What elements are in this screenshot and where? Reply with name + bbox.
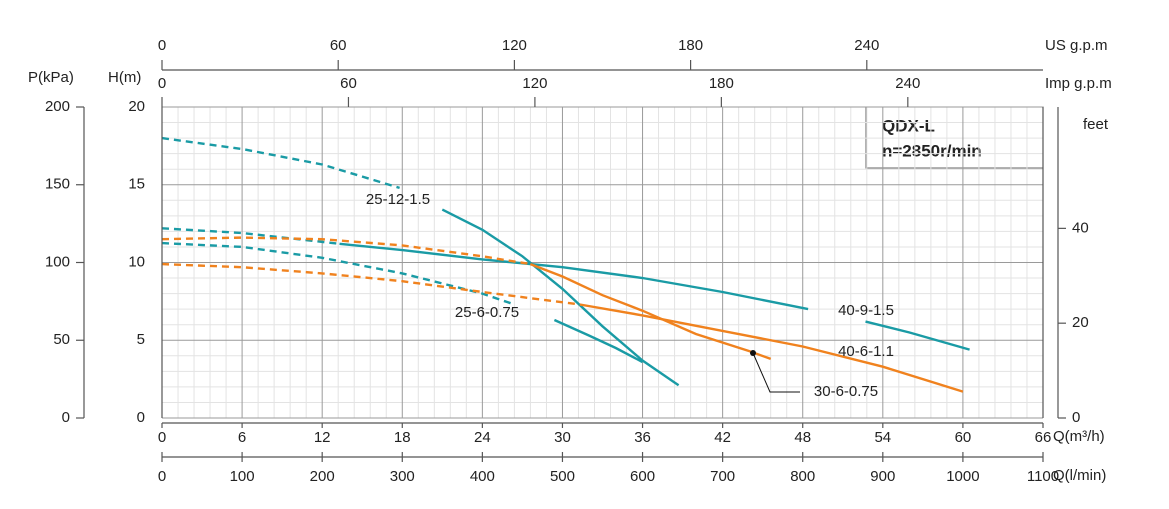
x-tick-label: 42 [714, 429, 731, 446]
feet-tick-label: 20 [1072, 314, 1089, 331]
imp-tick-label: 180 [709, 75, 734, 92]
x-tick-label: 12 [314, 429, 331, 446]
lmin-tick-label: 100 [230, 468, 255, 485]
curve [579, 303, 964, 393]
p-tick-label: 100 [45, 253, 70, 270]
us-tick-label: 60 [330, 37, 347, 54]
x-tick-label: 24 [474, 429, 491, 446]
us-tick-label: 0 [158, 37, 166, 54]
lmin-tick-label: 0 [158, 468, 166, 485]
curve-label: 40-9-1.5 [838, 302, 894, 319]
us-tick-label: 180 [678, 37, 703, 54]
imp-tick-label: 120 [522, 75, 547, 92]
us-axis-label: US g.p.m [1045, 37, 1108, 54]
curve [529, 262, 772, 361]
y-tick-label: 0 [137, 409, 145, 426]
curve-label: 30-6-0.75 [814, 383, 878, 400]
chart-subtitle: n=2850r/min [882, 141, 982, 160]
lmin-tick-label: 500 [550, 468, 575, 485]
curves [161, 136, 970, 393]
lmin-tick-label: 400 [470, 468, 495, 485]
curve-label: 25-6-0.75 [455, 304, 519, 321]
dashed-curve [161, 236, 531, 266]
title-box: QDX-L n=2850r/min [865, 106, 1044, 169]
imp-tick-label: 0 [158, 75, 166, 92]
x-tick-label: 66 [1035, 429, 1052, 446]
lmin-tick-label: 200 [310, 468, 335, 485]
x-tick-label: 30 [554, 429, 571, 446]
curve [553, 318, 644, 364]
grid [161, 106, 1044, 419]
x-axis-label: Q(m³/h) [1053, 428, 1105, 445]
lmin-axis-label: Q(l/min) [1053, 467, 1106, 484]
dashed-curve [161, 262, 580, 306]
x-tick-label: 0 [158, 429, 166, 446]
x-tick-label: 6 [238, 429, 246, 446]
title-frame [865, 106, 1044, 169]
pointer-line [752, 352, 800, 393]
x-tick-label: 36 [634, 429, 651, 446]
x-tick-label: 48 [794, 429, 811, 446]
us-tick-label: 240 [854, 37, 879, 54]
y-tick-label: 10 [128, 253, 145, 270]
imp-tick-label: 60 [340, 75, 357, 92]
p-axis-label: P(kPa) [28, 69, 74, 86]
curve-label: 40-6-1.1 [838, 343, 894, 360]
lmin-tick-label: 800 [790, 468, 815, 485]
imp-axis-label: Imp g.p.m [1045, 75, 1112, 92]
feet-axis-label: feet [1083, 116, 1109, 133]
y-tick-label: 15 [128, 176, 145, 193]
lmin-tick-label: 900 [870, 468, 895, 485]
feet-tick-label: 40 [1072, 219, 1089, 236]
dashed-curve [161, 241, 515, 306]
lmin-tick-label: 1100 [1027, 468, 1059, 485]
lmin-tick-label: 700 [710, 468, 735, 485]
lmin-tick-label: 1000 [946, 468, 979, 485]
p-tick-label: 50 [53, 331, 70, 348]
x-tick-label: 54 [874, 429, 891, 446]
y-axis-label: H(m) [108, 69, 141, 86]
x-tick-label: 18 [394, 429, 411, 446]
feet-tick-label: 0 [1072, 409, 1080, 426]
curve [441, 208, 680, 387]
lmin-tick-label: 600 [630, 468, 655, 485]
y-tick-label: 20 [128, 98, 145, 115]
curve [339, 242, 970, 351]
x-tick-label: 60 [955, 429, 972, 446]
y-tick-label: 5 [137, 331, 145, 348]
dashed-curve [161, 227, 340, 245]
p-tick-label: 200 [45, 98, 70, 115]
imp-tick-label: 240 [895, 75, 920, 92]
curve-label: 25-12-1.5 [366, 191, 430, 208]
us-tick-label: 120 [502, 37, 527, 54]
lmin-tick-label: 300 [390, 468, 415, 485]
p-tick-label: 0 [62, 409, 70, 426]
chart-title: QDX-L [882, 116, 935, 135]
dashed-curve [161, 136, 400, 190]
p-tick-label: 150 [45, 176, 70, 193]
